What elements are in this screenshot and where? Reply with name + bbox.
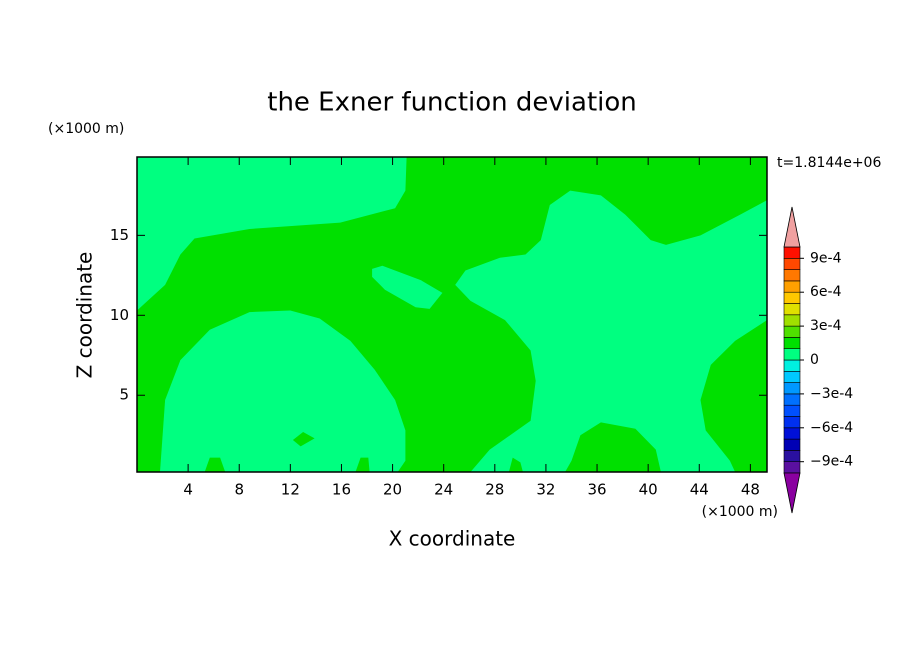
time-label: t=1.8144e+06 — [777, 155, 881, 171]
contour-region — [372, 265, 443, 309]
contour-region — [292, 432, 315, 447]
x-tick-label: 20 — [383, 481, 402, 499]
colorbar-box — [783, 461, 801, 474]
contour-region — [508, 457, 523, 472]
colorbar-tick-label: 3e-4 — [810, 318, 842, 334]
contour-region — [355, 457, 370, 472]
colorbar-tick-label: −6e-4 — [810, 420, 853, 436]
colorbar-box — [783, 325, 801, 338]
colorbar-box — [783, 348, 801, 361]
chart-title: the Exner function deviation — [267, 88, 637, 118]
x-tick-label: 16 — [332, 481, 351, 499]
x-tick-label: 24 — [434, 481, 453, 499]
colorbar-tick-label: 6e-4 — [810, 284, 842, 300]
colorbar-box — [783, 438, 801, 451]
colorbar-box — [783, 314, 801, 327]
y-tick-label: 15 — [110, 226, 129, 244]
colorbar-box — [783, 404, 801, 417]
plot-frame — [136, 156, 768, 473]
colorbar-box — [783, 291, 801, 304]
x-tick-label: 8 — [234, 481, 244, 499]
colorbar-box — [783, 257, 801, 270]
x-axis-label: X coordinate — [389, 527, 516, 551]
colorbar-under — [783, 472, 801, 514]
colorbar-tick-label: 0 — [810, 352, 819, 368]
colorbar-over — [783, 206, 801, 248]
contour-region — [160, 310, 406, 472]
colorbar-box — [783, 382, 801, 395]
colorbar-box — [783, 416, 801, 429]
y-tick-label: 5 — [119, 386, 129, 404]
colorbar-tick-label: −9e-4 — [810, 454, 853, 470]
x-unit: (×1000 m) — [702, 504, 778, 520]
colorbar-box — [783, 337, 801, 349]
x-tick-label: 12 — [281, 481, 300, 499]
colorbar-box — [783, 370, 801, 383]
colorbar-tick-label: 9e-4 — [810, 250, 842, 266]
y-unit: (×1000 m) — [48, 121, 124, 137]
x-tick-label: 28 — [485, 481, 504, 499]
contour-region — [455, 190, 767, 472]
colorbar-box — [783, 246, 801, 259]
x-tick-label: 32 — [536, 481, 555, 499]
colorbar-box — [783, 269, 801, 282]
x-tick-label: 40 — [639, 481, 658, 499]
x-tick-label: 4 — [183, 481, 193, 499]
contour-region — [137, 157, 407, 311]
x-tick-label: 48 — [741, 481, 760, 499]
colorbar-box — [783, 359, 801, 372]
colorbar-box — [783, 393, 801, 406]
x-tick-label: 36 — [587, 481, 606, 499]
y-tick-label: 10 — [110, 306, 129, 324]
colorbar-box — [783, 303, 801, 316]
contour-region — [204, 457, 226, 472]
colorbar-tick-label: −3e-4 — [810, 386, 853, 402]
x-tick-label: 44 — [690, 481, 709, 499]
colorbar-box — [783, 450, 801, 462]
y-axis-label: Z coordinate — [73, 252, 97, 379]
colorbar-box — [783, 427, 801, 440]
colorbar-box — [783, 280, 801, 293]
